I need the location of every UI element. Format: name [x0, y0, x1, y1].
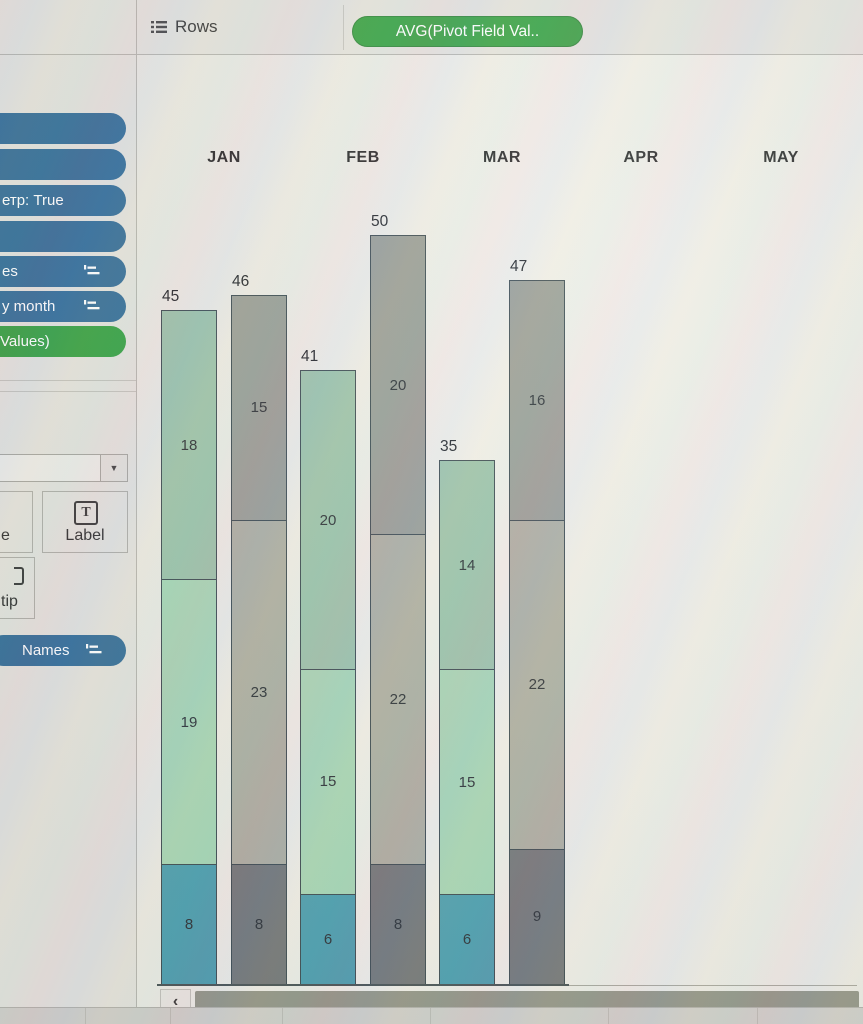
bar-segment[interactable]: 15 [232, 296, 286, 520]
month-header-may: MAY [763, 149, 799, 166]
bar-segment[interactable]: 8 [232, 863, 286, 984]
status-bar-divider [85, 1008, 86, 1024]
bar-segment[interactable]: 19 [162, 579, 216, 864]
month-header-jan: JAN [207, 149, 241, 166]
month-header-mar: MAR [483, 149, 521, 166]
axis-baseline-faint [569, 985, 857, 986]
month-header-feb: FEB [346, 149, 380, 166]
bar-segment[interactable]: 18 [162, 311, 216, 580]
shelf-divider [343, 5, 344, 50]
segment-value-label: 6 [462, 930, 472, 948]
field-pill-by-month[interactable]: y month [0, 291, 126, 322]
bar-segment[interactable]: 6 [301, 893, 355, 984]
chart-pane: JAN 18 19 8 45 15 23 8 46 FEB 20 15 6 41 20 22 8 50 MAR 14 1… [137, 55, 863, 1007]
bar-total-label: 50 [371, 213, 389, 230]
bar-total-label: 45 [162, 288, 180, 305]
bar-segment[interactable]: 20 [371, 236, 425, 535]
chevron-down-icon: ▼ [109, 462, 119, 473]
bar-segment[interactable]: 16 [510, 281, 564, 520]
segment-value-label: 8 [184, 915, 194, 933]
field-pill-parameter-true[interactable]: етр: True [0, 185, 126, 216]
marks-sidebar: етр: True es y month Values) ▼ e T Label [0, 55, 137, 1007]
bar-segment[interactable]: 23 [232, 519, 286, 864]
tooltip-icon [14, 567, 24, 585]
bar-total-label: 41 [301, 348, 319, 365]
bar-segment[interactable]: 8 [162, 863, 216, 984]
field-pill-values[interactable]: Values) [0, 326, 126, 357]
segment-value-label: 16 [528, 391, 546, 409]
bar-segment[interactable]: 22 [371, 534, 425, 864]
bar-mar-green[interactable]: 14 15 6 [439, 460, 495, 985]
bar-feb-green[interactable]: 20 15 6 [300, 370, 356, 985]
field-pill-2[interactable] [0, 149, 126, 180]
status-bar-divider [282, 1008, 283, 1024]
sort-icon [84, 265, 100, 278]
tooltip-button[interactable]: tip [0, 557, 35, 619]
sort-icon [86, 644, 102, 657]
bar-feb-gray[interactable]: 20 22 8 [370, 235, 426, 985]
segment-value-label: 23 [250, 683, 268, 701]
status-bar-divider [430, 1008, 431, 1024]
status-bar-divider [757, 1008, 758, 1024]
rows-shelf-label: Rows [175, 17, 218, 36]
segment-value-label: 22 [389, 691, 407, 709]
bar-segment[interactable]: 22 [510, 519, 564, 849]
month-header-apr: APR [623, 149, 659, 166]
field-pill-4[interactable] [0, 221, 126, 252]
segment-value-label: 8 [393, 915, 403, 933]
segment-value-label: 15 [458, 773, 476, 791]
segment-value-label: 15 [250, 399, 268, 417]
shelf-empty-cell [0, 0, 137, 55]
segment-value-label: 22 [528, 676, 546, 694]
text-label-icon: T [74, 501, 98, 525]
dropdown-arrow-button[interactable]: ▼ [100, 455, 127, 481]
segment-value-label: 20 [319, 511, 337, 529]
size-button[interactable]: e [0, 491, 33, 553]
bar-total-label: 46 [232, 273, 250, 290]
axis-baseline [157, 984, 569, 986]
bar-segment[interactable]: 6 [440, 893, 494, 984]
bar-total-label: 35 [440, 438, 458, 455]
segment-value-label: 14 [458, 556, 476, 574]
segment-value-label: 18 [180, 436, 198, 454]
sort-icon [84, 300, 100, 313]
rows-shelf: Rows AVG(Pivot Field Val.. [137, 0, 863, 55]
segment-value-label: 19 [180, 713, 198, 731]
bar-segment[interactable]: 15 [440, 669, 494, 894]
rows-field-pill[interactable]: AVG(Pivot Field Val.. [352, 16, 583, 47]
names-field-pill[interactable]: Names [0, 635, 126, 666]
sidebar-divider [0, 380, 136, 381]
sidebar-divider [0, 391, 136, 392]
segment-value-label: 6 [323, 930, 333, 948]
field-pill-1[interactable] [0, 113, 126, 144]
field-pill-es[interactable]: es [0, 256, 126, 287]
status-bar [0, 1007, 863, 1024]
segment-value-label: 20 [389, 376, 407, 394]
bar-jan-gray[interactable]: 15 23 8 [231, 295, 287, 985]
rows-shelf-icon [151, 20, 167, 39]
horizontal-scrollbar-thumb[interactable] [195, 991, 859, 1007]
segment-value-label: 8 [254, 915, 264, 933]
bar-segment[interactable]: 9 [510, 848, 564, 984]
segment-value-label: 9 [532, 908, 542, 926]
bar-total-label: 47 [510, 258, 528, 275]
bar-jan-green[interactable]: 18 19 8 [161, 310, 217, 985]
status-bar-divider [608, 1008, 609, 1024]
status-bar-divider [170, 1008, 171, 1024]
label-button[interactable]: T Label [42, 491, 128, 553]
bar-segment[interactable]: 8 [371, 863, 425, 984]
segment-value-label: 15 [319, 773, 337, 791]
bar-segment[interactable]: 15 [301, 669, 355, 894]
scroll-left-button[interactable]: ‹ [160, 989, 191, 1007]
bar-segment[interactable]: 20 [301, 371, 355, 670]
bar-segment[interactable]: 14 [440, 461, 494, 670]
bar-mar-gray[interactable]: 16 22 9 [509, 280, 565, 985]
mark-type-dropdown[interactable]: ▼ [0, 454, 128, 482]
